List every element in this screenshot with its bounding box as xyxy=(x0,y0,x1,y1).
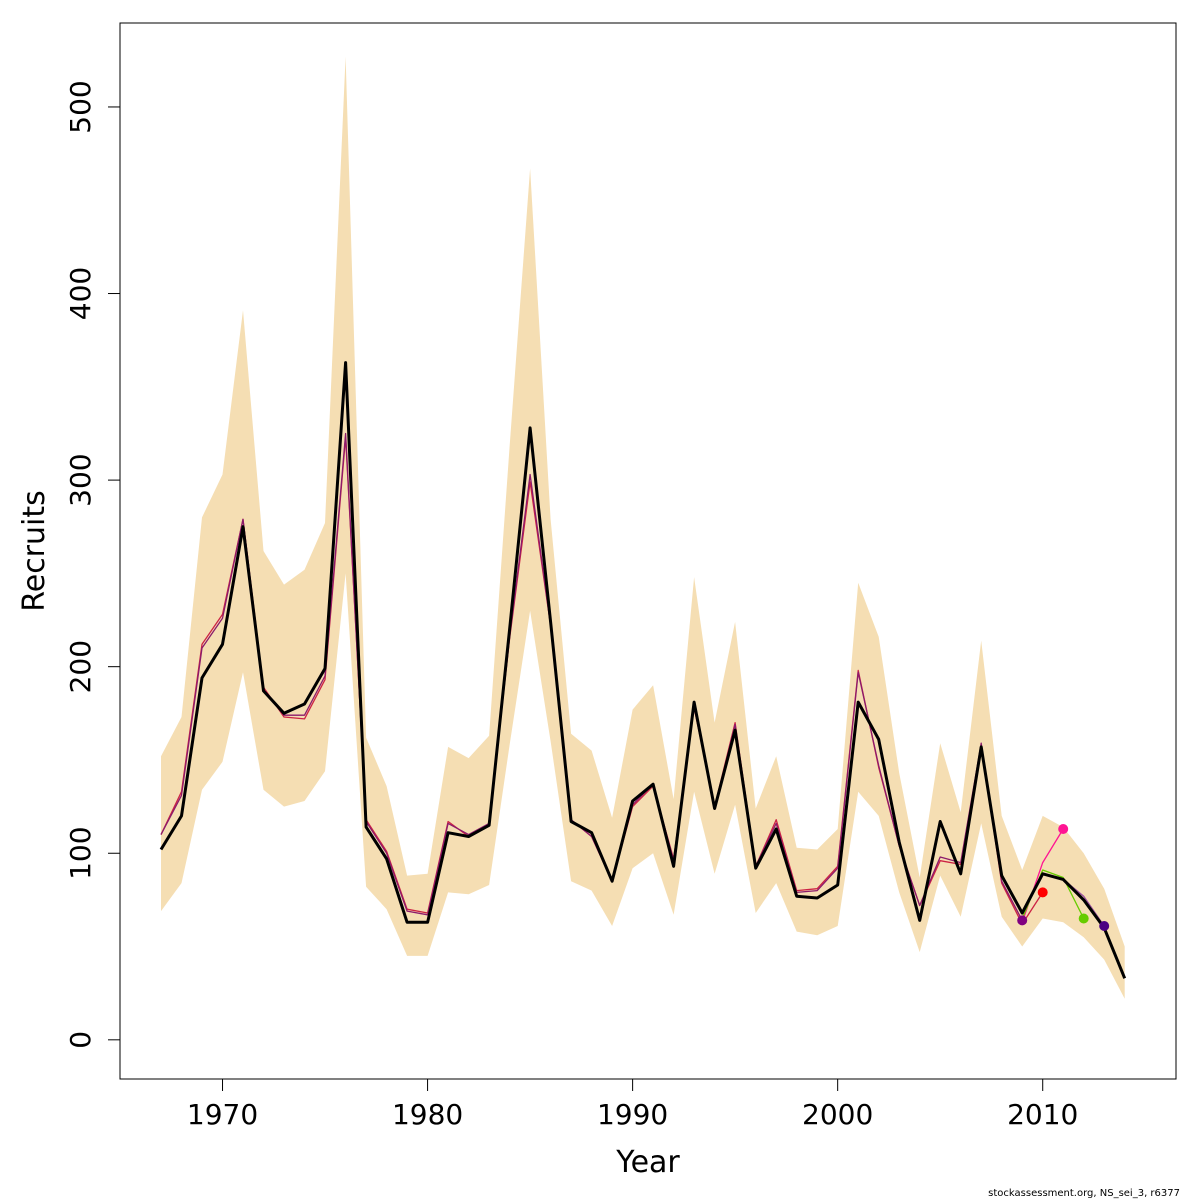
y-tick-label: 300 xyxy=(64,453,97,506)
y-axis: 0 100 200 300 400 500 xyxy=(64,80,121,1049)
confidence-band xyxy=(161,56,1125,999)
terminal-point-2 xyxy=(1058,824,1069,834)
y-tick-label: 200 xyxy=(64,640,97,693)
x-tick-label: 1970 xyxy=(187,1098,258,1131)
x-tick-label: 2000 xyxy=(802,1098,873,1131)
terminal-point-0 xyxy=(1017,915,1028,926)
points-layer xyxy=(1017,824,1110,931)
x-axis-title: Year xyxy=(615,1145,680,1180)
y-tick-label: 100 xyxy=(64,826,97,879)
x-tick-label: 1980 xyxy=(392,1098,463,1131)
x-axis: 1970 1980 1990 2000 2010 xyxy=(187,1078,1078,1131)
y-tick-label: 400 xyxy=(64,267,97,320)
terminal-point-4 xyxy=(1099,921,1110,931)
credit-text: stockassessment.org, NS_sei_3, r6377 xyxy=(988,1188,1180,1199)
terminal-point-3 xyxy=(1078,913,1089,924)
x-tick-label: 2010 xyxy=(1007,1098,1078,1131)
confidence-band-layer xyxy=(161,56,1125,999)
y-tick-label: 500 xyxy=(64,80,97,133)
y-tick-label: 0 xyxy=(64,1031,97,1049)
series-line-0 xyxy=(159,361,1127,979)
series-layer xyxy=(159,361,1127,979)
terminal-point-1 xyxy=(1037,887,1048,898)
x-tick-label: 1990 xyxy=(597,1098,668,1131)
y-axis-title: Recruits xyxy=(17,490,52,612)
